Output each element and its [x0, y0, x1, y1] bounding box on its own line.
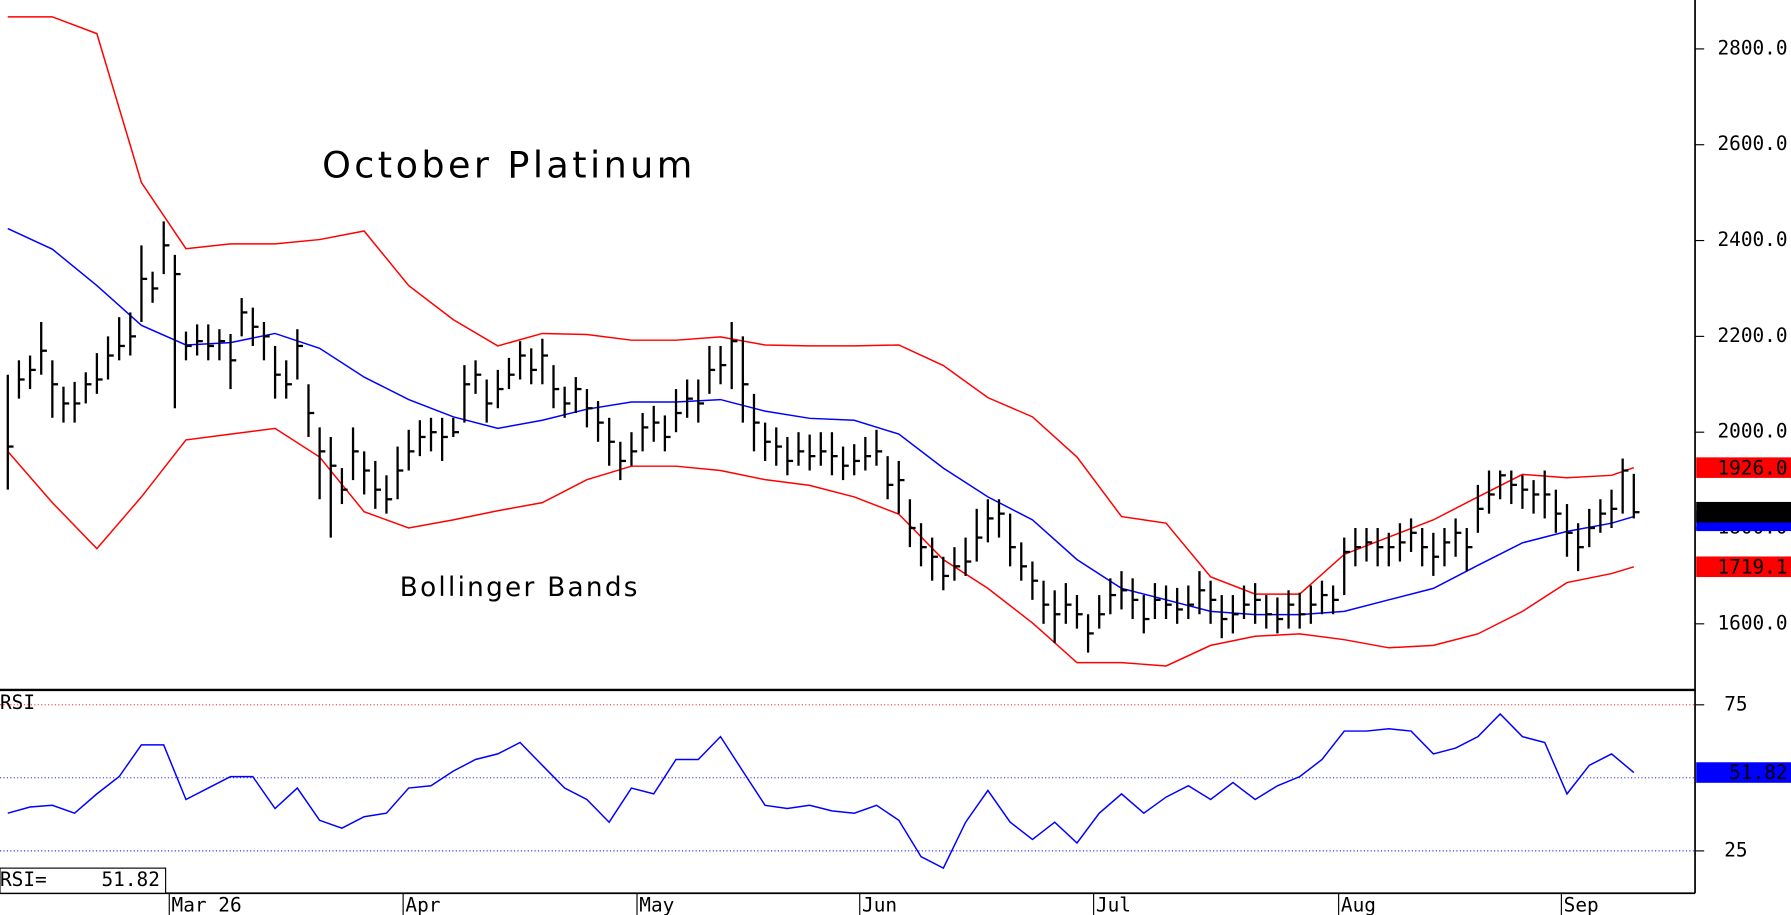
value-tag	[1696, 762, 1791, 783]
x-tick-label: Mar 26	[172, 893, 242, 915]
annotation: Bollinger Bands	[400, 573, 640, 603]
readout-label: RSI=	[0, 868, 47, 891]
bollinger-band	[7, 16, 1635, 595]
price-tag-label: 1926.0	[1717, 456, 1787, 479]
x-tick-label: Jul	[1096, 893, 1131, 915]
y-tick-label: 2000.0	[1717, 420, 1787, 443]
x-tick-label: Aug	[1341, 893, 1376, 915]
bollinger-band	[7, 427, 1635, 667]
value-tag-label: 51.82	[1729, 761, 1787, 784]
x-tick-label: Jun	[862, 893, 897, 915]
price-tag-label: 1833.0	[1717, 501, 1787, 524]
y-tick-label: 75	[1724, 692, 1747, 715]
price-tag	[1696, 457, 1791, 478]
rsi-line	[7, 712, 1635, 870]
x-tick-label: Sep	[1564, 893, 1599, 915]
price-tag	[1696, 501, 1791, 523]
readout-value: 51.82	[101, 868, 159, 891]
price-tag	[1696, 556, 1791, 578]
y-tick-label: 2200.0	[1717, 324, 1787, 347]
x-tick-label: May	[639, 893, 674, 915]
bollinger-band	[7, 227, 1635, 616]
y-tick-label: 2800.0	[1717, 36, 1787, 59]
y-tick-label: 1600.0	[1717, 611, 1787, 634]
y-tick-label: 2600.0	[1717, 132, 1787, 155]
y-tick-label: 2400.0	[1717, 228, 1787, 251]
readout-box	[0, 867, 167, 894]
x-tick-label: Apr	[405, 893, 440, 915]
y-tick-label: 25	[1724, 838, 1747, 861]
chart-title: October Platinum	[322, 143, 696, 186]
price-tag-label: 1719.1	[1717, 555, 1787, 578]
panel-label: RSI	[0, 691, 35, 714]
